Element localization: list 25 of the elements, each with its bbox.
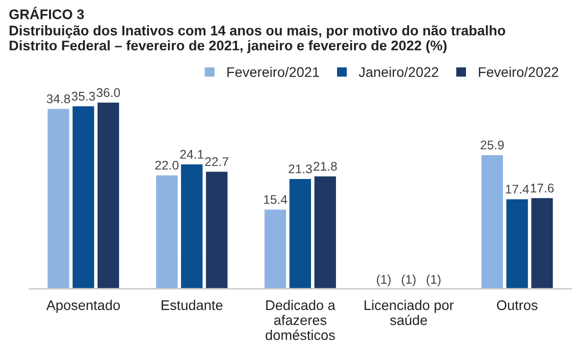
- x-tick-label: Licenciado por saúde: [364, 300, 454, 326]
- data-label: 15.4: [264, 195, 288, 204]
- data-label: 17.4: [506, 184, 529, 194]
- x-tick-label: Dedicado a afazeres domésticos: [266, 300, 336, 340]
- legend-label: Fevereiro/2021: [227, 66, 320, 78]
- data-label: 36.0: [96, 88, 120, 98]
- data-label: 21.8: [314, 162, 337, 171]
- data-label: 22.0: [155, 160, 179, 170]
- chart-title: GRÁFICO 3: [9, 6, 84, 20]
- data-label: 24.1: [180, 150, 204, 159]
- x-tick-label: Outros: [496, 300, 538, 310]
- data-label: 17.6: [530, 184, 554, 193]
- data-label: 25.9: [480, 140, 504, 150]
- text: (1): [376, 274, 391, 286]
- data-label: 35.3: [72, 92, 95, 101]
- legend-label: Janeiro/2022: [358, 66, 438, 78]
- data-label: 22.7: [205, 157, 228, 166]
- chart-subtitle: Distribuição dos Inativos com 14 anos ou mais, por motivo do não trabalho Distrito Federal – fevereiro de 2021, janeiro e fevereiro de 2022 (%): [10, 25, 506, 54]
- x-tick-label: Aposentado: [46, 300, 120, 313]
- data-label: 21.3: [288, 164, 312, 174]
- data-label: 34.8: [46, 94, 70, 104]
- legend-label: Feveiro/2022: [478, 66, 558, 78]
- text: (1): [402, 274, 416, 286]
- text: (1): [426, 274, 440, 286]
- x-tick-label: Estudante: [162, 300, 222, 310]
